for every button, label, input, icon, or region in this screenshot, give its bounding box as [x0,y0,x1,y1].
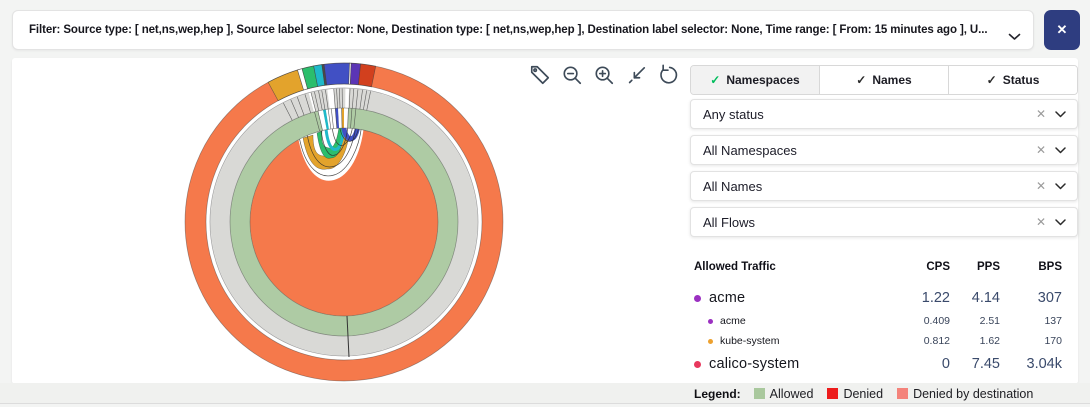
status-filter-dropdown[interactable]: Any status ✕ [690,99,1078,129]
row-metric-value: 1.22 [921,290,950,306]
table-title: Allowed Traffic [694,261,776,273]
table-row[interactable]: calico-system 0 7.45 3.04k [694,351,1062,377]
rotate-ccw-icon [657,64,679,89]
legend-strip: Legend: Allowed Denied Denied by destinati… [0,383,1090,404]
row-metric-value: 307 [1037,290,1062,306]
legend-item: Allowed [753,387,813,401]
diagram-gray-ring [210,88,478,356]
check-icon: ✓ [856,73,867,87]
table-row[interactable]: kube-system 0.812 1.62 170 [694,331,1062,351]
legend-swatch [897,388,909,399]
row-namespace-name: acme [694,290,892,306]
zoom-out-button[interactable] [560,63,584,87]
tag-icon [529,65,551,89]
row-metric-value: 0 [941,356,950,372]
column-pps: PPS [976,261,1000,273]
tag-labels-button[interactable] [528,63,552,87]
bottom-chord-line [346,315,350,358]
legend-item: Denied by destination [897,387,1033,401]
column-bps: BPS [1038,261,1062,273]
names-filter-dropdown[interactable]: All Names ✕ [690,171,1078,201]
legend-swatch [753,388,765,399]
zoom-in-button[interactable] [592,63,616,87]
filter-summary-bar[interactable]: Filter: Source type: [ net,ns,wep,hep ],… [12,10,1034,50]
row-metric-value: 4.14 [971,290,1000,306]
row-metric-value: 0.409 [923,315,950,327]
row-metric-value: 3.04k [1026,356,1062,372]
close-icon: ✕ [1056,22,1068,37]
column-cps: CPS [926,261,950,273]
zoom-to-fit-button[interactable] [624,63,648,87]
table-row[interactable]: acme 0.409 2.51 137 [694,311,1062,331]
tab-namespaces[interactable]: ✓ Namespaces [691,66,820,94]
row-metric-value: 2.51 [979,315,1000,327]
check-icon: ✓ [710,73,721,87]
check-icon: ✓ [986,73,997,87]
flows-filter-dropdown[interactable]: All Flows ✕ [690,207,1078,237]
row-metric-value: 0.812 [923,335,950,347]
row-metric-value: 137 [1044,315,1062,327]
table-header: Allowed Traffic CPS PPS BPS [694,255,1062,279]
chevron-down-icon[interactable] [1055,182,1077,190]
clear-icon[interactable]: ✕ [1032,143,1055,157]
view-mode-tabs: ✓ Namespaces ✓ Names ✓ Status [690,65,1078,95]
flow-viz-panel: ✓ Namespaces ✓ Names ✓ Status Any status… [12,58,1078,384]
tab-names[interactable]: ✓ Names [820,66,949,94]
traffic-rows: acme 1.22 4.14 307 acme 0.409 2.51 137 kube-syst… [694,285,1062,377]
ring-outlines [184,62,504,382]
table-row[interactable]: acme 1.22 4.14 307 [694,285,1062,311]
row-metric-value: 1.62 [979,335,1000,347]
zoom-to-fit-icon [625,67,647,89]
clear-icon[interactable]: ✕ [1032,107,1055,121]
legend-label: Legend: [694,386,741,401]
namespace-color-dot [708,318,713,324]
legend-swatch [827,388,839,399]
namespace-color-dot [708,338,713,344]
clear-icon[interactable]: ✕ [1032,179,1055,193]
clear-icon[interactable]: ✕ [1032,215,1055,229]
diagram-center-disc [250,128,438,316]
tab-status[interactable]: ✓ Status [949,66,1077,94]
legend-item: Denied [827,387,883,401]
namespaces-filter-dropdown[interactable]: All Namespaces ✕ [690,135,1078,165]
diagram-toolbar [528,63,680,87]
row-namespace-name: kube-system [694,335,892,347]
row-metric-value: 7.45 [971,356,1000,372]
chevron-down-icon[interactable] [1008,28,1021,46]
namespace-color-dot [694,294,701,302]
filter-summary-text: Filter: Source type: [ net,ns,wep,hep ],… [29,24,988,36]
flow-chord-diagram[interactable] [12,58,682,384]
chevron-down-icon[interactable] [1055,110,1077,118]
allowed-traffic-table: Allowed Traffic CPS PPS BPS acme 1.22 4.14… [694,255,1074,377]
reset-rotation-button[interactable] [656,63,680,87]
legend: Legend: Allowed Denied Denied by destinati… [694,383,1033,404]
gray-ring-details [282,88,372,121]
chevron-down-icon[interactable] [1055,146,1077,154]
row-namespace-name: calico-system [694,356,892,372]
row-metric-value: 170 [1044,335,1062,347]
zoom-out-icon [561,66,583,89]
close-filter-button[interactable]: ✕ [1044,10,1080,50]
green-ring-details [314,107,357,132]
zoom-in-icon [593,66,615,89]
legend-items: Allowed Denied Denied by destination [753,387,1033,401]
chevron-down-icon[interactable] [1055,218,1077,226]
diagram-gap-ring [205,83,483,361]
row-namespace-name: acme [694,315,892,327]
namespace-color-dot [694,360,701,368]
